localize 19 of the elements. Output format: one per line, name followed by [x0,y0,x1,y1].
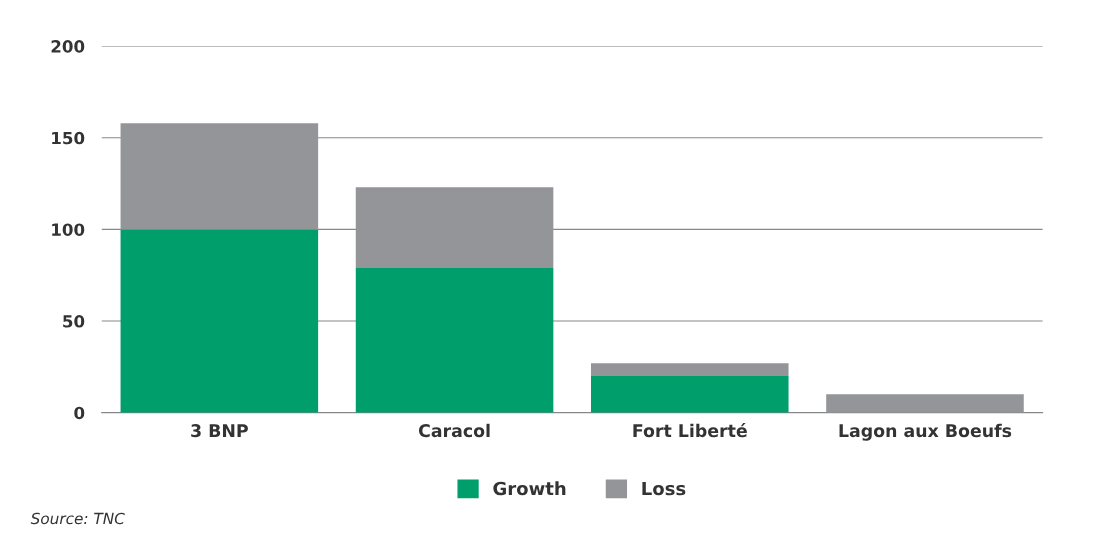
source-note: Source: TNC [30,512,125,525]
bar [590,376,789,413]
bar [355,267,554,413]
y-tick-label: 0 [74,406,85,420]
y-tick-label: 200 [51,40,85,53]
bar [355,187,554,268]
y-tick-label: 50 [63,315,85,328]
legend-label: Growth [493,481,566,496]
legend-label: Loss [642,481,686,496]
bar [826,394,1024,413]
x-tick-label: Caracol [418,423,490,438]
bar [120,229,319,413]
x-tick-label: Lagon aux Boeufs [839,423,1012,441]
y-tick-label: 100 [52,223,85,236]
bar [590,363,789,377]
x-tick-label: Fort Liberté [633,423,747,438]
bar [120,123,319,230]
y-tick-label: 150 [52,131,85,145]
x-tick-label: 3 BNP [191,424,248,438]
